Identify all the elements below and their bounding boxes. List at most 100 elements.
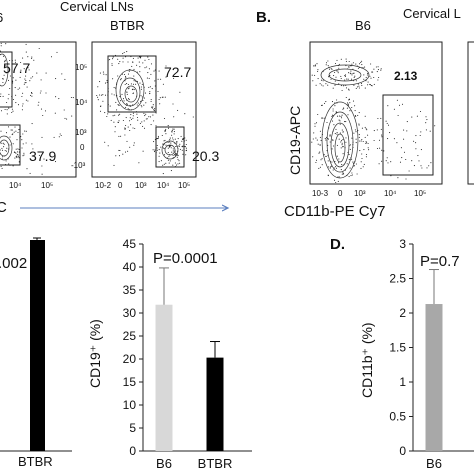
- event-dot: [0, 149, 1, 151]
- event-dot: [170, 147, 172, 149]
- event-dot: [332, 145, 335, 147]
- event-dot: [312, 138, 314, 140]
- event-dot: [133, 142, 135, 144]
- event-dot: [129, 120, 131, 122]
- event-dot: [349, 144, 352, 146]
- event-dot: [341, 129, 343, 131]
- event-dot: [44, 110, 47, 112]
- event-dot: [349, 148, 351, 150]
- event-dot: [0, 95, 2, 97]
- panel-b-flow-plot: 2.13 CD19-APC 10-3 0 10³ 10⁴ 10⁵: [287, 41, 443, 198]
- event-dot: [158, 155, 160, 157]
- event-dot: [130, 124, 132, 126]
- event-dot: [118, 63, 120, 65]
- event-dot: [151, 88, 153, 90]
- event-dot: [156, 144, 158, 147]
- event-dot: [165, 144, 167, 146]
- event-dot: [341, 114, 343, 116]
- event-dot: [9, 144, 11, 146]
- event-dot: [31, 92, 33, 95]
- event-dot: [177, 155, 179, 157]
- event-dot: [143, 104, 145, 106]
- event-dot: [29, 94, 32, 96]
- event-dot: [333, 124, 335, 126]
- event-dot: [114, 131, 116, 133]
- event-dot: [383, 150, 385, 152]
- event-dot: [106, 79, 108, 81]
- event-dot: [170, 170, 172, 172]
- event-dot: [353, 72, 355, 74]
- event-dot: [358, 134, 360, 136]
- event-dot: [97, 86, 99, 88]
- event-dot: [406, 121, 408, 123]
- event-dot: [335, 128, 337, 130]
- event-dot: [336, 144, 338, 146]
- event-dot: [320, 159, 322, 161]
- event-dot: [27, 56, 29, 58]
- event-dot: [365, 128, 367, 130]
- event-dot: [55, 78, 57, 80]
- event-dot: [311, 74, 313, 76]
- event-dot: [64, 78, 66, 80]
- event-dot: [172, 103, 174, 105]
- event-dot: [169, 145, 171, 147]
- event-dot: [132, 61, 134, 63]
- event-dot: [172, 139, 174, 141]
- event-dot: [38, 154, 40, 156]
- event-dot: [147, 56, 149, 58]
- event-dot: [139, 71, 141, 73]
- event-dot: [363, 149, 365, 151]
- event-dot: [150, 98, 152, 101]
- event-dot: [64, 117, 66, 119]
- event-dot: [175, 152, 177, 154]
- bar-b6: [155, 304, 173, 451]
- event-dot: [151, 107, 153, 109]
- event-dot: [411, 160, 413, 162]
- y-tick-label: 35: [123, 283, 137, 297]
- event-dot: [161, 134, 163, 137]
- event-dot: [340, 140, 343, 142]
- event-dot: [2, 81, 4, 84]
- event-dot: [381, 160, 383, 162]
- event-dot: [375, 66, 377, 68]
- panel-b-contours: [320, 64, 370, 179]
- event-dot: [420, 131, 422, 133]
- y-tick-label: 40: [123, 260, 137, 274]
- event-dot: [130, 114, 132, 116]
- event-dot: [50, 56, 53, 58]
- event-dot: [118, 120, 120, 122]
- event-dot: [156, 149, 158, 151]
- event-dot: [369, 84, 371, 86]
- y-tick-label: 0: [129, 444, 136, 458]
- event-dot: [22, 133, 24, 135]
- event-dot: [40, 79, 42, 81]
- event-dot: [334, 105, 336, 107]
- event-dot: [20, 69, 22, 71]
- event-dot: [99, 105, 102, 108]
- event-dot: [366, 129, 368, 131]
- event-dot: [340, 141, 342, 143]
- event-dot: [160, 160, 162, 162]
- event-dot: [138, 162, 140, 164]
- event-dot: [322, 80, 324, 82]
- btbr-x-tick: 10⁴: [157, 181, 170, 190]
- event-dot: [151, 106, 153, 108]
- event-dot: [386, 157, 388, 159]
- event-dot: [26, 168, 28, 170]
- event-dot: [99, 110, 102, 112]
- event-dot: [345, 141, 347, 143]
- event-dot: [0, 93, 2, 95]
- event-dot: [342, 173, 344, 175]
- event-dot: [17, 131, 19, 134]
- event-dot: [53, 136, 55, 138]
- event-dot: [165, 76, 167, 78]
- event-dot: [341, 142, 343, 144]
- event-dot: [312, 80, 314, 82]
- event-dot: [31, 143, 33, 145]
- event-dot: [125, 56, 127, 58]
- event-dot: [163, 148, 165, 150]
- event-dot: [132, 88, 134, 90]
- event-dot: [110, 119, 112, 121]
- event-dot: [334, 80, 336, 82]
- event-dot: [11, 129, 13, 131]
